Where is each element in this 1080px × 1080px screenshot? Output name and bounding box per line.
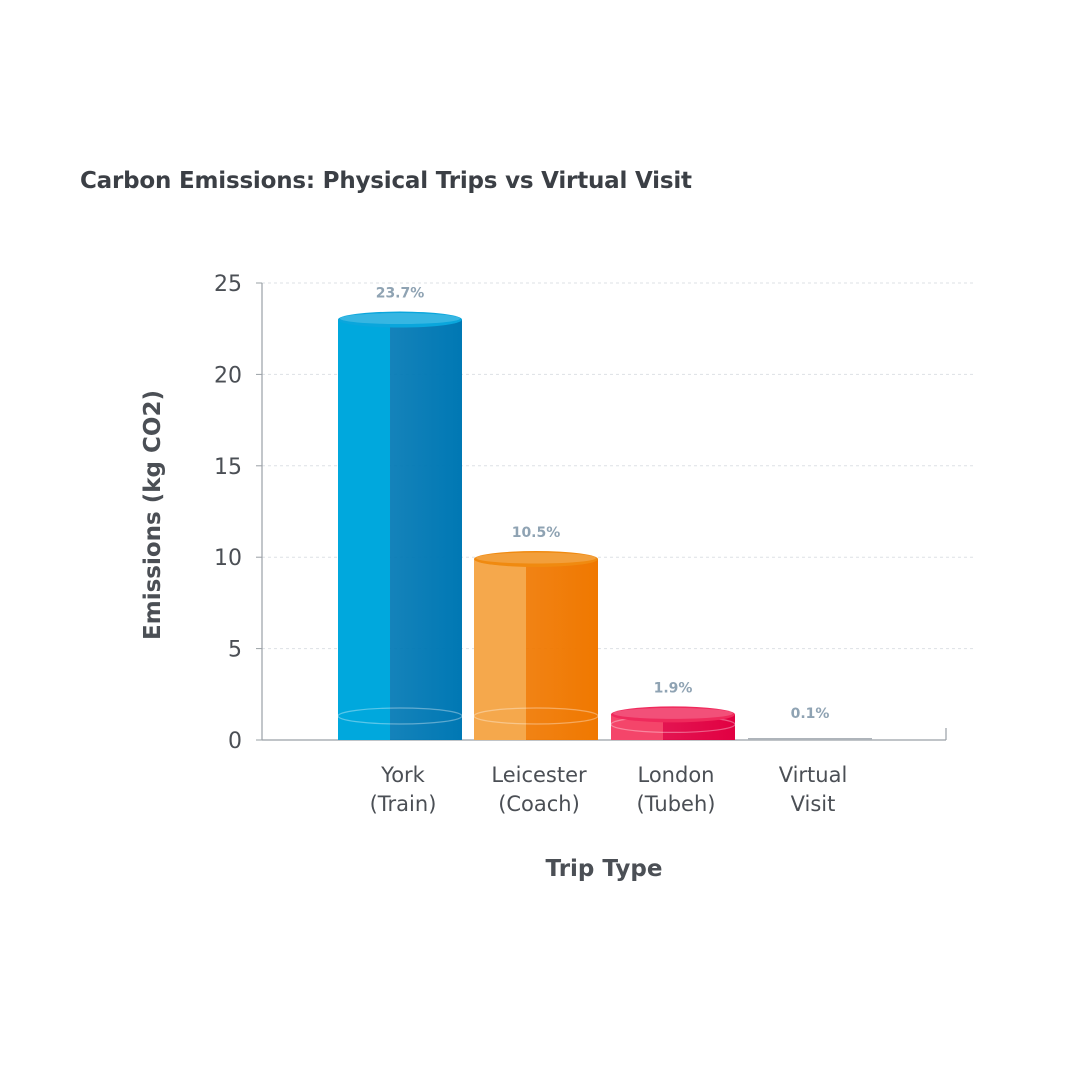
x-tick-label: (Coach): [498, 792, 580, 816]
x-tick-label: (Train): [370, 792, 437, 816]
labels: 23.7% York (Train) 10.5% Leicester (Coach) 1.9…: [140, 286, 847, 882]
bars: [337, 311, 872, 740]
bar-top: [474, 551, 598, 568]
y-tick-label: 10: [214, 546, 242, 571]
y-tick-label: 5: [228, 638, 242, 663]
bar-body: [474, 559, 598, 740]
bar-flat: [748, 738, 872, 740]
x-tick-label: Virtual: [779, 763, 848, 787]
bar-top-highlight: [613, 707, 733, 719]
data-label: 1.9%: [654, 680, 693, 696]
chart-title: Carbon Emissions: Physical Trips vs Virt…: [80, 168, 692, 194]
bar-body: [338, 319, 462, 740]
x-tick-label: Leicester: [491, 763, 587, 787]
data-label: 10.5%: [512, 525, 561, 541]
y-tick-label: 25: [214, 272, 242, 297]
bar-band: [337, 707, 463, 725]
x-tick-label: London: [638, 763, 715, 787]
data-label: 23.7%: [376, 286, 425, 302]
grid-lines: [262, 282, 975, 650]
bar: [473, 551, 599, 740]
x-tick-label: York: [380, 763, 426, 787]
bar-band: [473, 707, 599, 725]
bar: [748, 738, 872, 740]
bar-top-highlight: [476, 552, 596, 564]
bar-top: [338, 311, 462, 328]
y-tick-label: 15: [214, 455, 242, 480]
bar-top: [611, 706, 735, 723]
x-tick-label: Visit: [791, 792, 836, 816]
x-tick-label: (Tubeh): [637, 792, 716, 816]
bar: [337, 311, 463, 740]
data-label: 0.1%: [791, 706, 830, 722]
bar: [610, 706, 736, 740]
y-tick-label: 0: [228, 729, 242, 754]
x-axis-title: Trip Type: [546, 856, 663, 882]
bar-top-highlight: [340, 313, 460, 325]
y-tick-label: 20: [214, 363, 242, 388]
y-axis-title: Emissions (kg CO2): [140, 390, 166, 640]
